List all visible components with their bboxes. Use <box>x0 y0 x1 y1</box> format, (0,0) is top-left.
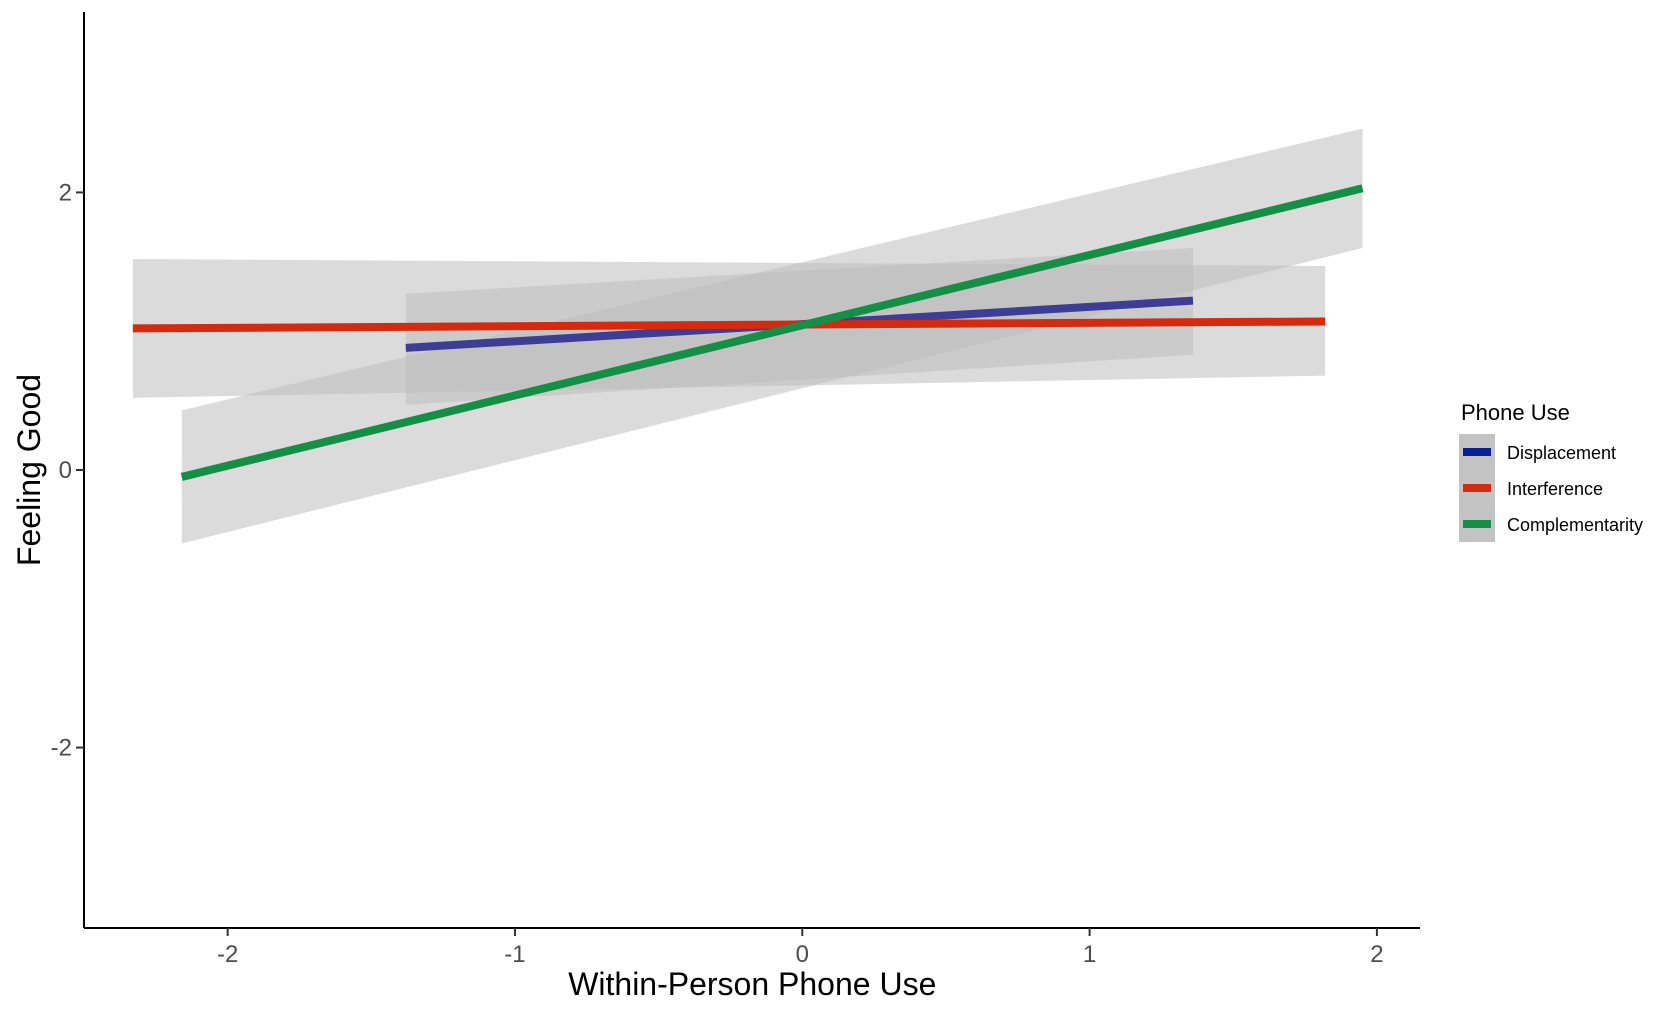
y-tick-label: 2 <box>59 179 72 206</box>
x-axis-ticks: -2 -1 0 1 2 <box>217 928 1384 968</box>
x-tick-label: -1 <box>504 941 525 968</box>
legend-label-displacement: Displacement <box>1507 443 1616 463</box>
series-line-interference <box>132 317 1326 333</box>
x-axis-title: Within-Person Phone Use <box>568 966 936 1002</box>
legend: Phone Use Displacement Interference Comple… <box>1459 400 1643 542</box>
x-tick-label: 2 <box>1370 941 1383 968</box>
series-lines <box>132 184 1364 481</box>
x-tick-label: -2 <box>217 941 238 968</box>
legend-label-interference: Interference <box>1507 479 1603 499</box>
legend-items: Displacement Interference Complementarity <box>1459 434 1643 542</box>
y-tick-label: 0 <box>59 457 72 484</box>
y-tick-label: -2 <box>51 735 72 762</box>
y-axis-ticks: -2 0 2 <box>51 179 84 762</box>
legend-label-complementarity: Complementarity <box>1507 515 1643 535</box>
x-tick-label: 0 <box>796 941 809 968</box>
series-line-complementarity <box>180 184 1364 481</box>
y-axis-title: Feeling Good <box>11 374 47 566</box>
legend-title: Phone Use <box>1461 400 1570 425</box>
x-tick-label: 1 <box>1083 941 1096 968</box>
